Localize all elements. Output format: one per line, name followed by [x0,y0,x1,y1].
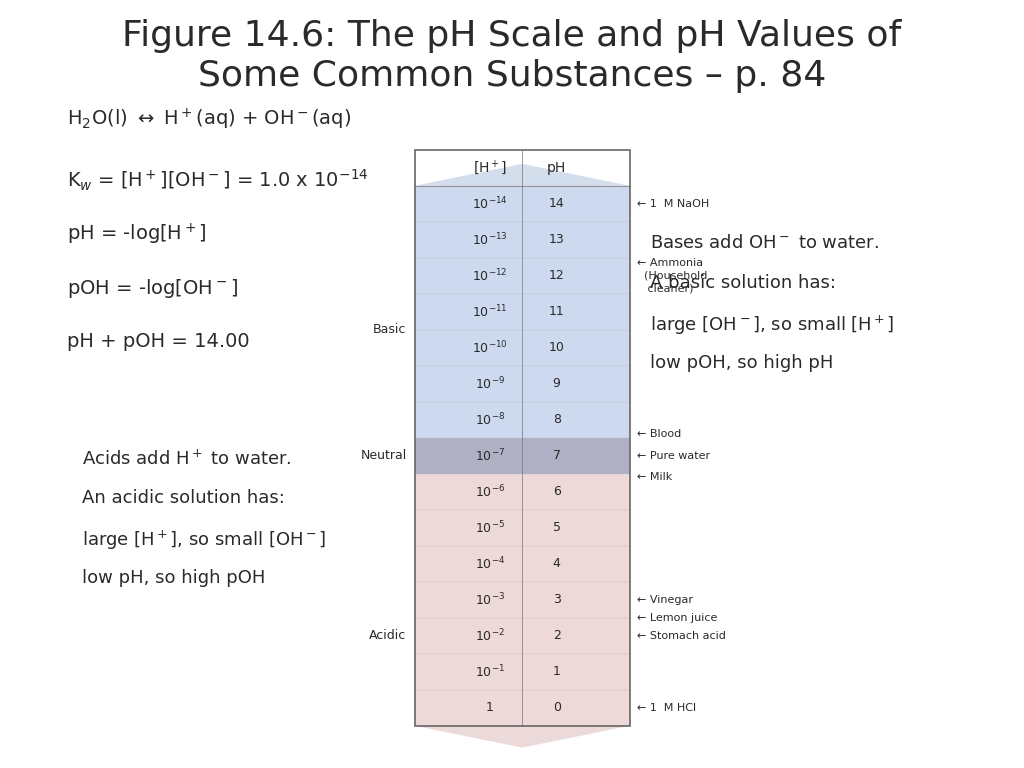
Text: ← Pure water: ← Pure water [637,451,710,461]
Text: ← Milk: ← Milk [637,472,672,482]
Text: 3: 3 [553,593,560,606]
Text: Basic: Basic [373,323,407,336]
Text: ← 1   M NaOH: ← 1 M NaOH [637,199,710,209]
Text: Acids add H$^+$ to water.: Acids add H$^+$ to water. [82,449,292,468]
Text: 4: 4 [553,558,560,571]
Text: low pH, so high pOH: low pH, so high pOH [82,569,265,587]
Text: Acidic: Acidic [370,629,407,642]
Text: An acidic solution has:: An acidic solution has: [82,489,285,507]
Text: 10$^{-7}$: 10$^{-7}$ [475,448,505,464]
Text: 10$^{-13}$: 10$^{-13}$ [472,231,508,248]
Text: 10$^{-12}$: 10$^{-12}$ [472,267,508,284]
Text: 12: 12 [549,270,564,283]
Text: K$_w$ = [H$^+$][OH$^-$] = 1.0 x 10$^{-14}$: K$_w$ = [H$^+$][OH$^-$] = 1.0 x 10$^{-14… [67,168,368,193]
Text: pH = -log[H$^+$]: pH = -log[H$^+$] [67,222,206,247]
Text: large [H$^+$], so small [OH$^-$]: large [H$^+$], so small [OH$^-$] [82,529,327,552]
Text: pOH = -log[OH$^-$]: pOH = -log[OH$^-$] [67,276,238,300]
Text: 10$^{-11}$: 10$^{-11}$ [472,303,508,320]
Text: low pOH, so high pH: low pOH, so high pH [650,354,834,372]
Bar [415,474,630,726]
Text: ← Lemon juice: ← Lemon juice [637,613,717,623]
Bar [415,438,630,474]
Bar [415,186,630,438]
Text: Bases add OH$^-$ to water.: Bases add OH$^-$ to water. [650,234,880,252]
Text: 10$^{-10}$: 10$^{-10}$ [472,339,508,356]
Text: 1: 1 [486,701,494,714]
Text: large [OH$^-$], so small [H$^+$]: large [OH$^-$], so small [H$^+$] [650,314,895,337]
Text: ← 1   M HCl: ← 1 M HCl [637,703,696,713]
Text: 7: 7 [553,449,561,462]
Bar [415,150,630,726]
Text: Neutral: Neutral [360,449,407,462]
Text: 6: 6 [553,485,560,498]
Text: ← Ammonia
  (Household
   cleaner): ← Ammonia (Household cleaner) [637,258,708,293]
Text: ← Vinegar: ← Vinegar [637,594,693,604]
Text: Figure 14.6: The pH Scale and pH Values of
Some Common Substances – p. 84: Figure 14.6: The pH Scale and pH Values … [123,19,901,93]
Text: 10$^{-8}$: 10$^{-8}$ [475,412,505,428]
Text: 10$^{-9}$: 10$^{-9}$ [475,376,505,392]
Text: 2: 2 [553,629,560,642]
Text: 10$^{-2}$: 10$^{-2}$ [475,627,505,644]
Text: 9: 9 [553,377,560,390]
Text: ← Blood: ← Blood [637,429,681,439]
Text: H$_2$O(l) $\leftrightarrow$ H$^+$(aq) + OH$^-$(aq): H$_2$O(l) $\leftrightarrow$ H$^+$(aq) + … [67,107,351,131]
Polygon shape [415,455,630,747]
Text: A basic solution has:: A basic solution has: [650,274,837,292]
Text: 10$^{-6}$: 10$^{-6}$ [475,484,505,500]
Text: 11: 11 [549,305,564,318]
Text: 5: 5 [553,521,561,535]
Text: 10: 10 [549,341,564,354]
Text: 8: 8 [553,413,561,426]
Text: 0: 0 [553,701,561,714]
Text: [H$^+$]: [H$^+$] [473,158,507,177]
Text: ← Stomach acid: ← Stomach acid [637,631,726,641]
Text: pH: pH [547,161,566,175]
Text: 1: 1 [553,665,560,678]
Text: 10$^{-14}$: 10$^{-14}$ [472,196,508,212]
Text: 10$^{-3}$: 10$^{-3}$ [475,591,505,608]
Text: 13: 13 [549,233,564,247]
Text: 14: 14 [549,197,564,210]
Text: 10$^{-4}$: 10$^{-4}$ [475,555,505,572]
Text: 10$^{-5}$: 10$^{-5}$ [475,519,505,536]
Text: pH + pOH = 14.00: pH + pOH = 14.00 [67,333,249,351]
Polygon shape [415,164,630,455]
Text: 10$^{-1}$: 10$^{-1}$ [475,664,505,680]
